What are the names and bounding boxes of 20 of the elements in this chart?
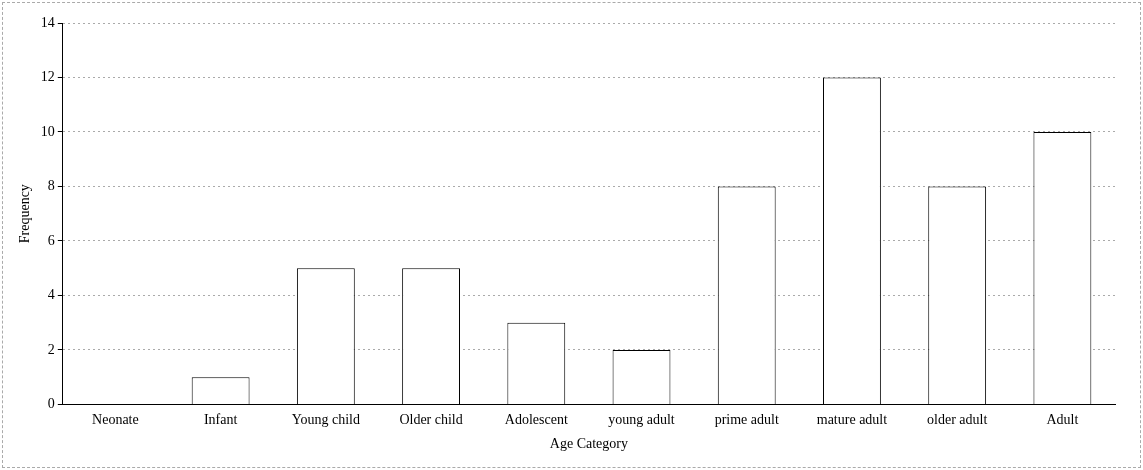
y-tick-label: 8 [47,178,55,194]
y-tick-label: 14 [40,14,55,30]
y-tick-label: 0 [47,396,55,412]
x-tick-label: Older child [399,412,463,428]
y-tick-label: 6 [47,232,55,248]
y-axis-title: Frequency [17,184,33,244]
y-tick-label: 10 [40,123,55,139]
y-tick-label: 12 [40,69,55,85]
x-tick-label: Adolescent [504,412,568,428]
x-tick-label: Adult [1046,412,1079,428]
x-tick-label: young adult [608,412,675,428]
x-tick-label: Neonate [92,412,139,428]
y-tick-label: 4 [47,287,55,303]
y-tick-label: 2 [47,341,55,357]
x-tick-label: mature adult [816,412,888,428]
x-tick-label: Young child [291,412,360,428]
x-tick-label: prime adult [714,412,779,428]
x-tick-label: older adult [927,412,988,428]
x-tick-label: Infant [203,412,238,428]
x-axis-title: Age Category [549,436,628,452]
